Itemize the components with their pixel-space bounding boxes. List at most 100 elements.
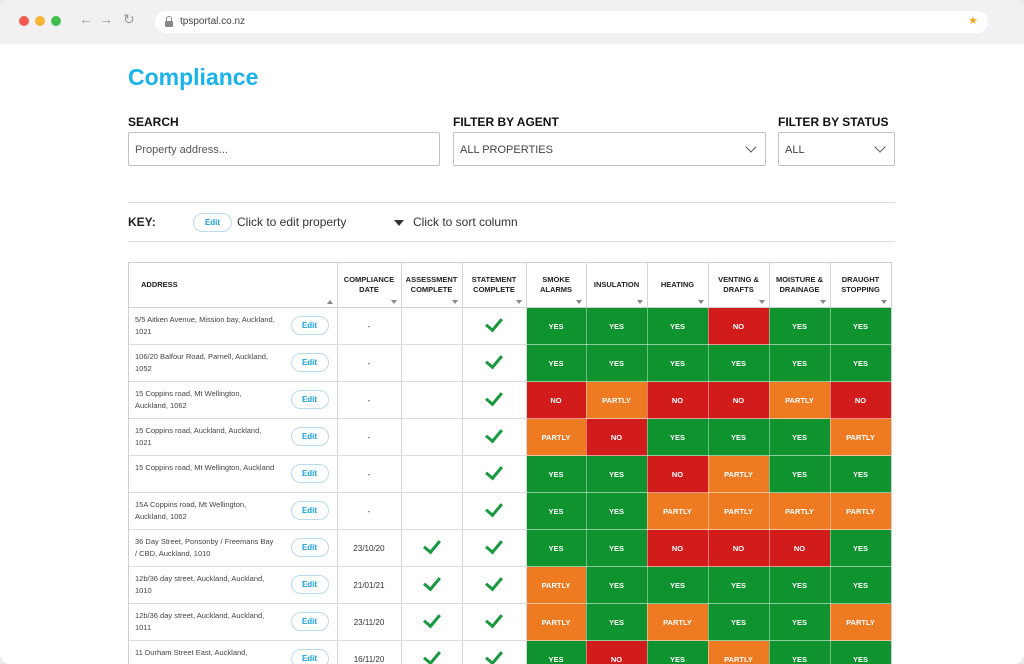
table-row: 15 Coppins road, Mt Wellington, Auckland… xyxy=(129,455,891,493)
column-header-smoke-alarms[interactable]: SMOKE ALARMS xyxy=(526,263,587,308)
assessment-complete-cell xyxy=(401,529,463,567)
column-header-address[interactable]: ADDRESS xyxy=(129,263,338,308)
search-input[interactable]: Property address... xyxy=(128,132,440,166)
reload-icon[interactable]: ↻ xyxy=(123,11,135,27)
address-cell: 12b/36 day street, Auckland, Auckland, 1… xyxy=(129,566,338,604)
compliance-date-cell: - xyxy=(337,344,402,382)
compliance-date-cell: - xyxy=(337,418,402,456)
edit-button[interactable]: Edit xyxy=(290,575,329,594)
column-header-assessment-complete[interactable]: ASSESSMENT COMPLETE xyxy=(401,263,463,308)
assessment-complete-cell xyxy=(401,418,463,456)
compliance-date-cell: - xyxy=(337,307,402,345)
url-text: tpsportal.co.nz xyxy=(180,16,246,27)
address-text: 12b/36 day street, Auckland, Auckland, 1… xyxy=(135,574,265,595)
insulation-status-cell: YES xyxy=(586,307,648,345)
venting-drafts-status-cell: PARTLY xyxy=(708,640,770,664)
edit-button[interactable]: Edit xyxy=(290,316,329,335)
key-sort-text: Click to sort column xyxy=(413,215,518,229)
maximize-window-button[interactable] xyxy=(51,16,61,26)
column-header-venting-drafts[interactable]: VENTING & DRAFTS xyxy=(708,263,770,308)
edit-button[interactable]: Edit xyxy=(290,612,329,631)
statement-complete-cell xyxy=(462,640,527,664)
checkmark-icon xyxy=(485,535,503,555)
insulation-status-cell: PARTLY xyxy=(586,381,648,419)
moisture-drainage-status-cell: YES xyxy=(769,418,831,456)
key-edit-text: Click to edit property xyxy=(237,215,347,229)
smoke-alarms-status-cell: NO xyxy=(526,381,587,419)
key-label: KEY: xyxy=(128,215,156,229)
sort-down-icon xyxy=(390,300,397,304)
address-text: 15 Coppins road, Mt Wellington, Auckland xyxy=(135,463,275,472)
edit-button[interactable]: Edit xyxy=(290,649,329,664)
sort-down-icon xyxy=(575,300,582,304)
table-row: 15 Coppins road, Auckland, Auckland, 102… xyxy=(129,418,891,456)
sort-down-icon xyxy=(819,300,826,304)
sort-up-icon xyxy=(326,300,333,304)
edit-button[interactable]: Edit xyxy=(290,501,329,520)
column-header-statement-complete[interactable]: STATEMENT COMPLETE xyxy=(462,263,527,308)
checkmark-icon xyxy=(422,535,441,555)
assessment-complete-cell xyxy=(401,307,463,345)
venting-drafts-status-cell: NO xyxy=(708,307,770,345)
sort-down-icon xyxy=(515,300,522,304)
address-text: 15 Coppins road, Auckland, Auckland, 102… xyxy=(135,426,262,447)
table-body: 5/5 Aitken Avenue, Mission bay, Auckland… xyxy=(129,307,891,664)
insulation-status-cell: YES xyxy=(586,492,648,530)
sort-down-icon xyxy=(697,300,704,304)
sort-triangle-icon xyxy=(394,220,404,226)
checkmark-icon xyxy=(485,498,503,518)
forward-arrow-icon[interactable]: → xyxy=(99,11,113,27)
moisture-drainage-status-cell: YES xyxy=(769,566,831,604)
sort-down-icon xyxy=(636,300,643,304)
venting-drafts-status-cell: YES xyxy=(708,418,770,456)
agent-filter-select[interactable]: ALL PROPERTIES xyxy=(453,132,766,166)
address-cell: 12b/36 day street, Auckland, Auckland, 1… xyxy=(129,603,338,641)
checkmark-icon xyxy=(485,350,503,370)
assessment-complete-cell xyxy=(401,640,463,664)
moisture-drainage-status-cell: YES xyxy=(769,344,831,382)
chevron-down-icon xyxy=(874,141,886,153)
draught-stopping-status-cell: YES xyxy=(830,640,891,664)
back-arrow-icon[interactable]: ← xyxy=(79,11,93,27)
insulation-status-cell: NO xyxy=(586,418,648,456)
edit-button[interactable]: Edit xyxy=(290,390,329,409)
heating-status-cell: YES xyxy=(647,418,709,456)
edit-button[interactable]: Edit xyxy=(290,538,329,557)
column-header-label: ADDRESS xyxy=(141,280,178,289)
checkmark-icon xyxy=(485,424,503,444)
smoke-alarms-status-cell: YES xyxy=(526,529,587,567)
edit-button[interactable]: Edit xyxy=(290,464,329,483)
insulation-status-cell: NO xyxy=(586,640,648,664)
venting-drafts-status-cell: YES xyxy=(708,566,770,604)
browser-toolbar: ← → ↻ tpsportal.co.nz ★ xyxy=(0,0,1024,44)
column-header-compliance-date[interactable]: COMPLIANCE DATE xyxy=(337,263,402,308)
edit-button[interactable]: Edit xyxy=(290,427,329,446)
address-text: 12b/36 day street, Auckland, Auckland, 1… xyxy=(135,611,265,632)
statement-complete-cell xyxy=(462,529,527,567)
close-window-button[interactable] xyxy=(19,16,29,26)
checkmark-icon xyxy=(422,646,441,664)
edit-button[interactable]: Edit xyxy=(290,353,329,372)
address-cell: 15A Coppins road, Mt Wellington, Aucklan… xyxy=(129,492,338,530)
address-cell: 15 Coppins road, Mt Wellington, Auckland… xyxy=(129,455,338,493)
chevron-down-icon xyxy=(745,141,757,153)
column-header-moisture-drainage[interactable]: MOISTURE & DRAINAGE xyxy=(769,263,831,308)
venting-drafts-status-cell: YES xyxy=(708,603,770,641)
insulation-status-cell: YES xyxy=(586,603,648,641)
column-header-label: SMOKE ALARMS xyxy=(539,275,573,294)
column-header-insulation[interactable]: INSULATION xyxy=(586,263,648,308)
insulation-status-cell: YES xyxy=(586,455,648,493)
smoke-alarms-status-cell: YES xyxy=(526,455,587,493)
venting-drafts-status-cell: PARTLY xyxy=(708,492,770,530)
address-text: 106/20 Balfour Road, Parnell, Auckland, … xyxy=(135,352,269,373)
statement-complete-cell xyxy=(462,566,527,604)
smoke-alarms-status-cell: PARTLY xyxy=(526,418,587,456)
address-bar[interactable]: tpsportal.co.nz ★ xyxy=(155,11,988,33)
column-header-heating[interactable]: HEATING xyxy=(647,263,709,308)
status-filter-select[interactable]: ALL xyxy=(778,132,895,166)
smoke-alarms-status-cell: YES xyxy=(526,307,587,345)
compliance-date-cell: - xyxy=(337,455,402,493)
minimize-window-button[interactable] xyxy=(35,16,45,26)
column-header-draught-stopping[interactable]: DRAUGHT STOPPING xyxy=(830,263,891,308)
bookmark-star-icon[interactable]: ★ xyxy=(968,15,978,27)
